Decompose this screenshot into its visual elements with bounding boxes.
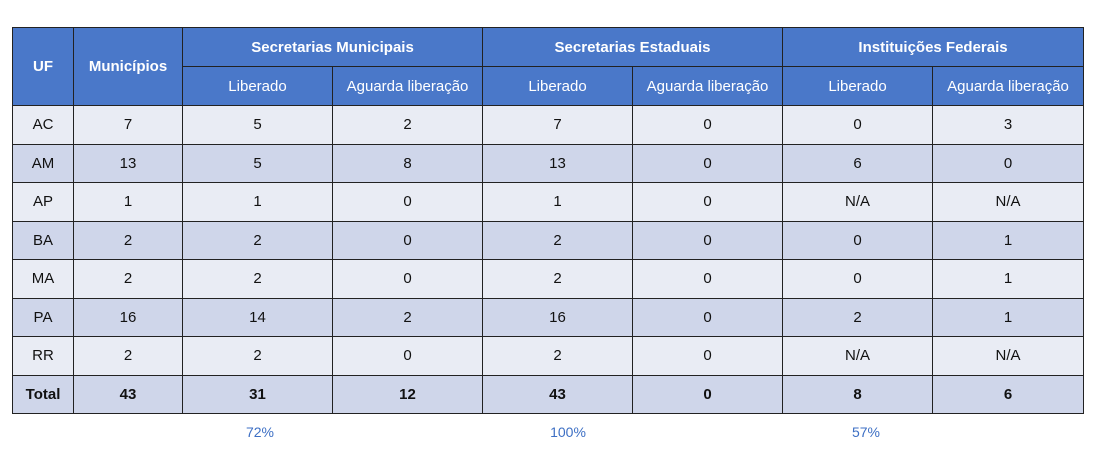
header-secretarias-estaduais: Secretarias Estaduais [482,27,784,67]
cell-value: 0 [632,143,784,183]
cell-value: N/A [782,182,934,222]
subheader-aguarda: Aguarda liberação [331,66,484,106]
cell-value: 0 [331,182,484,222]
total-value: 12 [331,374,484,414]
total-value: 8 [782,374,934,414]
cell-value: 0 [932,143,1085,183]
percentage-instituicoes-federais: 57% [851,424,881,440]
cell-municipios: 2 [73,220,183,260]
subheader-aguarda: Aguarda liberação [932,66,1085,106]
total-value: 43 [73,374,183,414]
cell-uf: AC [12,105,74,145]
cell-municipios: 13 [73,143,183,183]
cell-value: 5 [182,105,333,145]
cell-uf: MA [12,259,74,299]
cell-value: 0 [331,259,484,299]
data-table: UF Municípios Secretarias Municipais Sec… [12,27,1085,414]
total-value: 31 [182,374,333,414]
cell-uf: AM [12,143,74,183]
percentage-row: 72% 100% 57% [0,424,1104,444]
cell-value: 0 [632,336,784,376]
cell-municipios: 16 [73,297,183,337]
cell-value: 16 [482,297,634,337]
cell-uf: AP [12,182,74,222]
cell-uf: PA [12,297,74,337]
total-row: Total 43 31 12 43 0 8 6 [12,374,1085,414]
header-municipios: Municípios [73,27,183,106]
cell-value: N/A [932,182,1085,222]
header-uf: UF [12,27,74,106]
total-value: 6 [932,374,1085,414]
cell-value: 0 [331,336,484,376]
cell-municipios: 1 [73,182,183,222]
cell-value: 2 [782,297,934,337]
cell-value: N/A [932,336,1085,376]
percentage-secretarias-municipais: 72% [245,424,275,440]
subheader-liberado: Liberado [182,66,333,106]
cell-value: 1 [932,259,1085,299]
cell-value: 0 [331,220,484,260]
cell-value: 6 [782,143,934,183]
total-value: 43 [482,374,634,414]
cell-uf: BA [12,220,74,260]
table-row: AC 7 5 2 7 0 0 3 [12,105,1085,145]
cell-municipios: 7 [73,105,183,145]
cell-value: 2 [182,336,333,376]
cell-value: 1 [932,220,1085,260]
cell-value: 0 [632,259,784,299]
cell-value: 1 [932,297,1085,337]
cell-value: 2 [331,105,484,145]
cell-value: 2 [182,259,333,299]
cell-value: 0 [782,105,934,145]
cell-value: 0 [632,182,784,222]
cell-value: 0 [632,220,784,260]
cell-value: 2 [331,297,484,337]
cell-municipios: 2 [73,336,183,376]
cell-value: 1 [182,182,333,222]
table-row: RR 2 2 0 2 0 N/A N/A [12,336,1085,376]
cell-value: 2 [182,220,333,260]
cell-value: 2 [482,259,634,299]
cell-value: 5 [182,143,333,183]
header-instituicoes-federais: Instituições Federais [782,27,1085,67]
cell-value: 0 [782,259,934,299]
cell-value: 8 [331,143,484,183]
cell-value: 13 [482,143,634,183]
subheader-liberado: Liberado [782,66,934,106]
cell-value: 0 [632,297,784,337]
table-row: AM 13 5 8 13 0 6 0 [12,143,1085,183]
table-row: AP 1 1 0 1 0 N/A N/A [12,182,1085,222]
table-row: MA 2 2 0 2 0 0 1 [12,259,1085,299]
cell-value: 7 [482,105,634,145]
cell-value: 1 [482,182,634,222]
percentage-secretarias-estaduais: 100% [550,424,586,440]
cell-value: 0 [632,105,784,145]
cell-value: 2 [482,336,634,376]
cell-uf: RR [12,336,74,376]
cell-value: 14 [182,297,333,337]
total-value: 0 [632,374,784,414]
cell-value: 3 [932,105,1085,145]
cell-value: 0 [782,220,934,260]
header-secretarias-municipais: Secretarias Municipais [181,27,484,67]
table-row: PA 16 14 2 16 0 2 1 [12,297,1085,337]
cell-value: N/A [782,336,934,376]
subheader-aguarda: Aguarda liberação [632,66,784,106]
total-label: Total [12,374,74,414]
cell-value: 2 [482,220,634,260]
cell-municipios: 2 [73,259,183,299]
table-row: BA 2 2 0 2 0 0 1 [12,220,1085,260]
subheader-liberado: Liberado [482,66,634,106]
